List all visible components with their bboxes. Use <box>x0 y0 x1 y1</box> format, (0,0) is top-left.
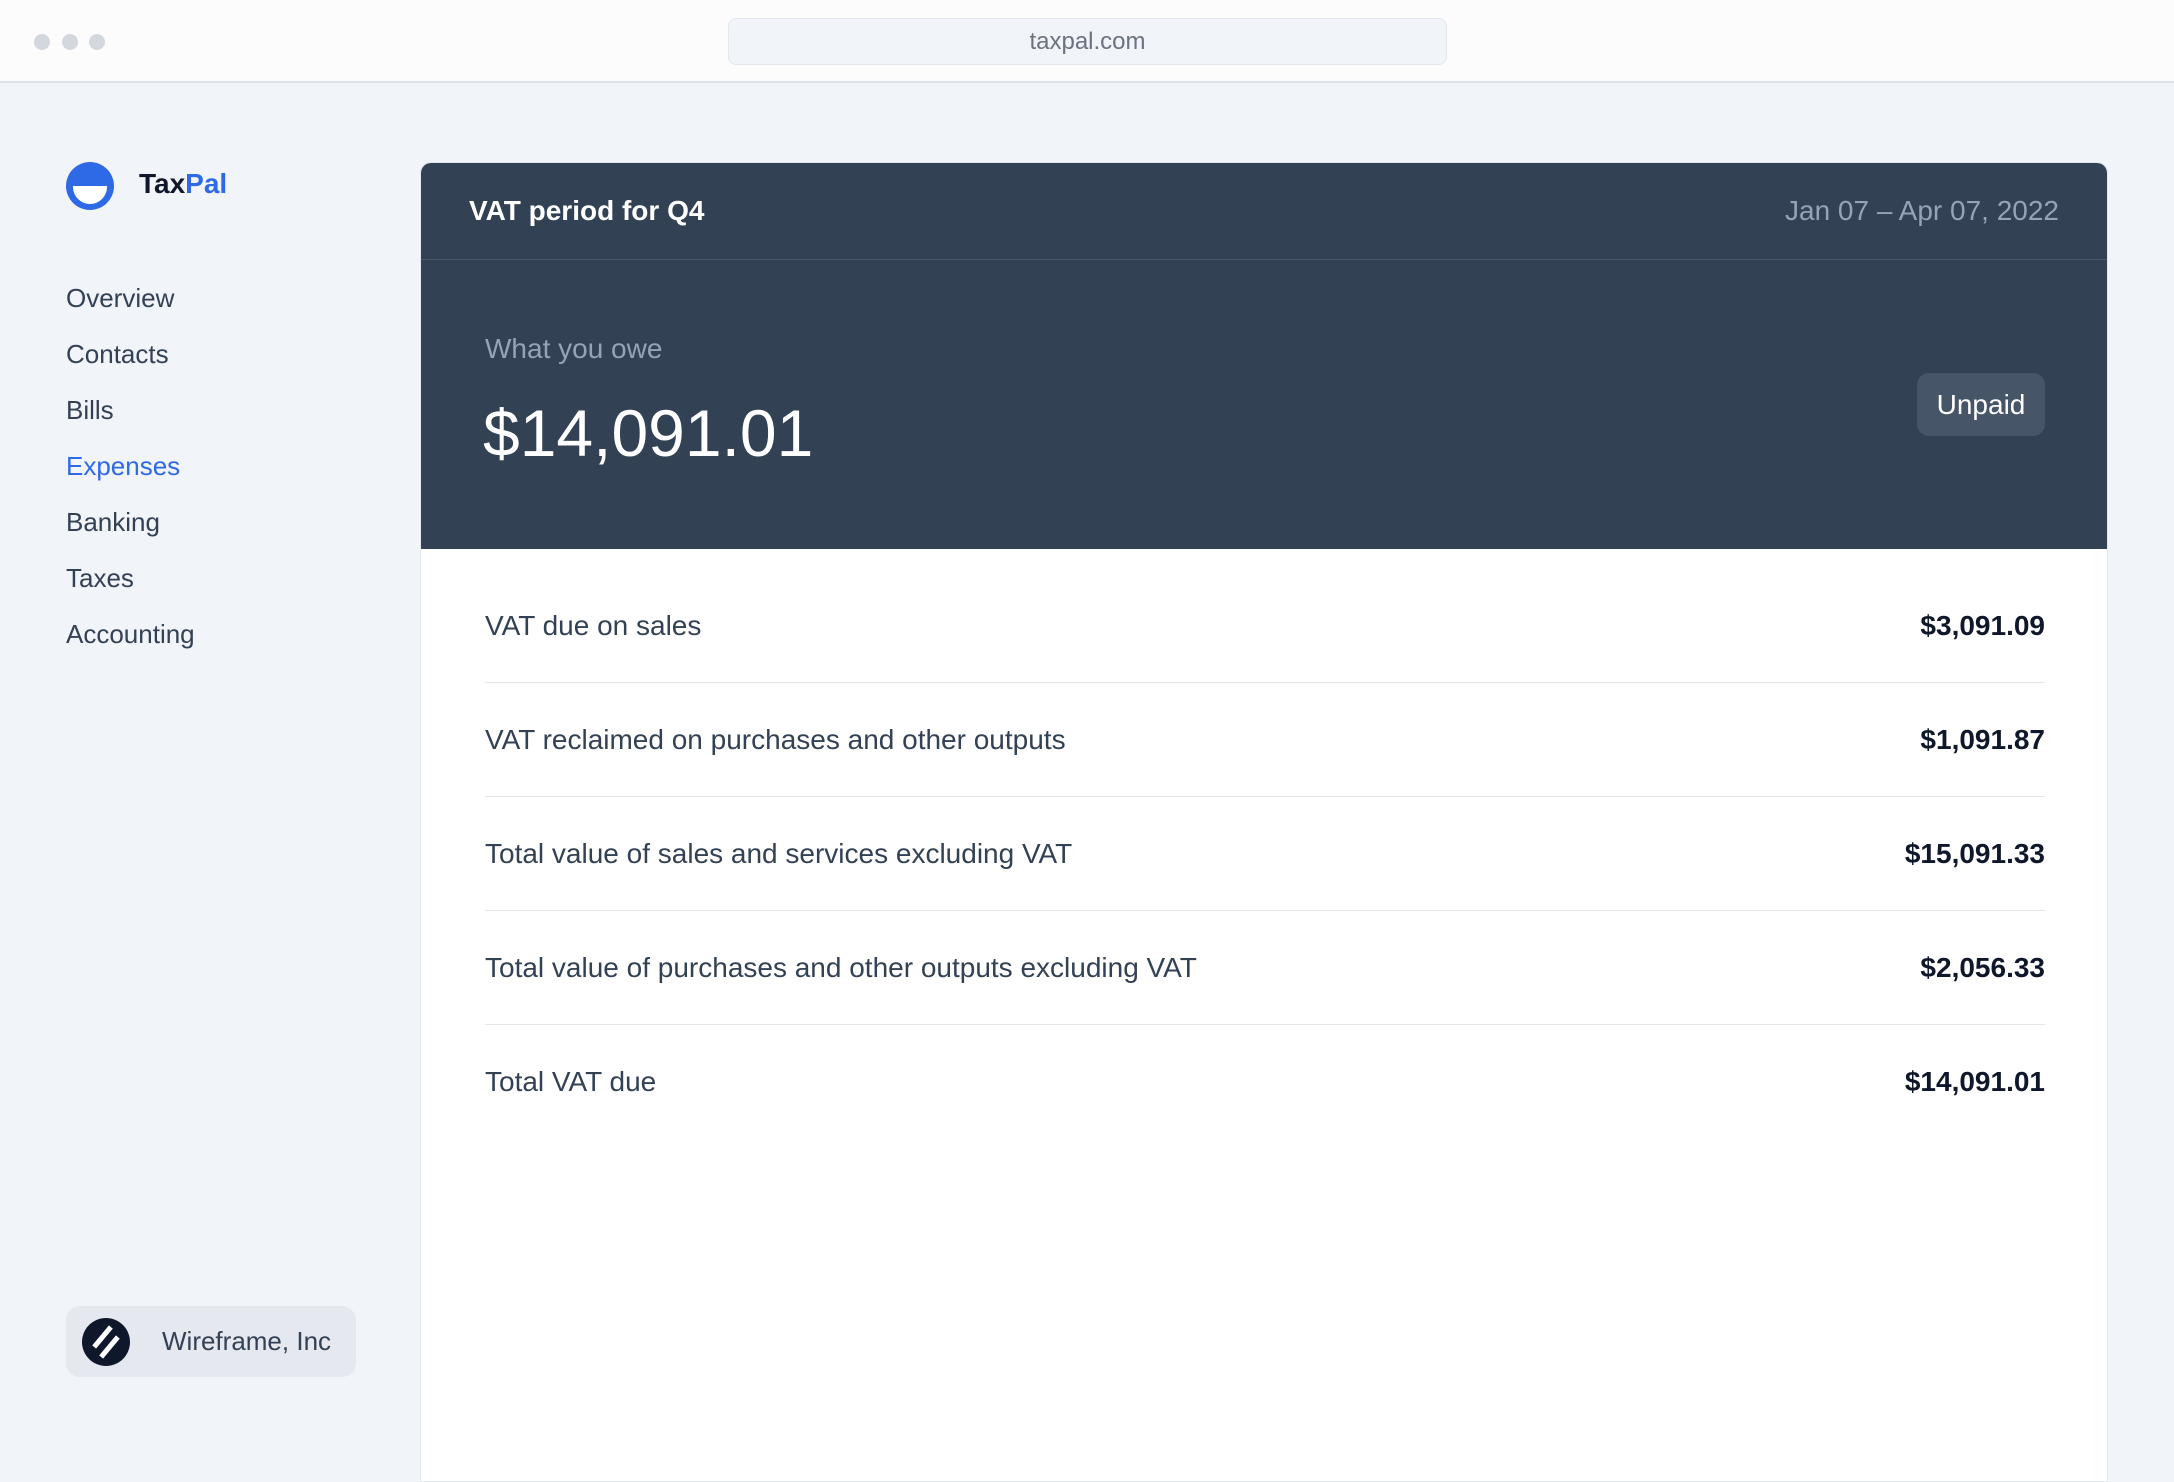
card-header-top: VAT period for Q4 Jan 07 – Apr 07, 2022 <box>421 163 2107 260</box>
card-header: VAT period for Q4 Jan 07 – Apr 07, 2022 … <box>421 163 2107 549</box>
sidebar-item-taxes[interactable]: Taxes <box>66 563 134 593</box>
organization-name: Wireframe, Inc <box>162 1326 332 1356</box>
sidebar-item-accounting[interactable]: Accounting <box>66 619 195 649</box>
sidebar-item-overview[interactable]: Overview <box>66 283 175 313</box>
row-label: VAT due on sales <box>485 609 702 641</box>
row-value: $3,091.09 <box>1920 609 2045 641</box>
date-range: Jan 07 – Apr 07, 2022 <box>1785 195 2059 226</box>
row-value: $1,091.87 <box>1920 723 2045 755</box>
address-bar[interactable]: taxpal.com <box>728 18 1447 65</box>
list-item: VAT reclaimed on purchases and other out… <box>485 683 2045 797</box>
row-label: Total VAT due <box>485 1066 657 1097</box>
row-label: Total value of sales and services exclud… <box>485 837 1073 869</box>
taxpal-logo-icon <box>66 162 114 210</box>
list-item: VAT due on sales $3,091.09 <box>485 569 2045 683</box>
wireframe-logo-icon <box>82 1318 130 1366</box>
brand-name[interactable]: TaxPal <box>139 168 227 200</box>
list-item: Total value of sales and services exclud… <box>485 797 2045 911</box>
status-badge-unpaid[interactable]: Unpaid <box>1917 373 2045 436</box>
row-value: $14,091.01 <box>1904 1066 2045 1097</box>
brand-name-part2: Pal <box>185 168 228 199</box>
window-close-dot[interactable] <box>34 34 50 50</box>
sidebar-item-banking[interactable]: Banking <box>66 507 160 537</box>
browser-toolbar: taxpal.com <box>0 0 2174 83</box>
organization-switcher[interactable]: Wireframe, Inc <box>66 1306 356 1377</box>
row-value: $15,091.33 <box>1904 837 2045 869</box>
owe-amount: $14,091.01 <box>483 396 814 470</box>
sidebar-item-contacts[interactable]: Contacts <box>66 339 169 369</box>
window-maximize-dot[interactable] <box>89 34 105 50</box>
vat-period-card: VAT period for Q4 Jan 07 – Apr 07, 2022 … <box>420 162 2108 1482</box>
list-item: Total value of purchases and other outpu… <box>485 911 2045 1025</box>
sidebar-item-expenses[interactable]: Expenses <box>66 451 181 481</box>
list-item: Total VAT due $14,091.01 <box>485 1025 2045 1139</box>
owe-label: What you owe <box>485 333 663 364</box>
card-title: VAT period for Q4 <box>469 195 705 226</box>
sidebar-item-bills[interactable]: Bills <box>66 395 114 425</box>
row-label: Total value of purchases and other outpu… <box>485 951 1197 983</box>
row-value: $2,056.33 <box>1920 951 2045 983</box>
brand-name-part1: Tax <box>139 168 186 199</box>
vat-summary-list: VAT due on sales $3,091.09 VAT reclaimed … <box>485 569 2045 1139</box>
window-minimize-dot[interactable] <box>62 34 78 50</box>
sidebar-nav: Overview Contacts Bills Expenses Banking… <box>66 280 195 672</box>
row-label: VAT reclaimed on purchases and other out… <box>485 723 1066 755</box>
